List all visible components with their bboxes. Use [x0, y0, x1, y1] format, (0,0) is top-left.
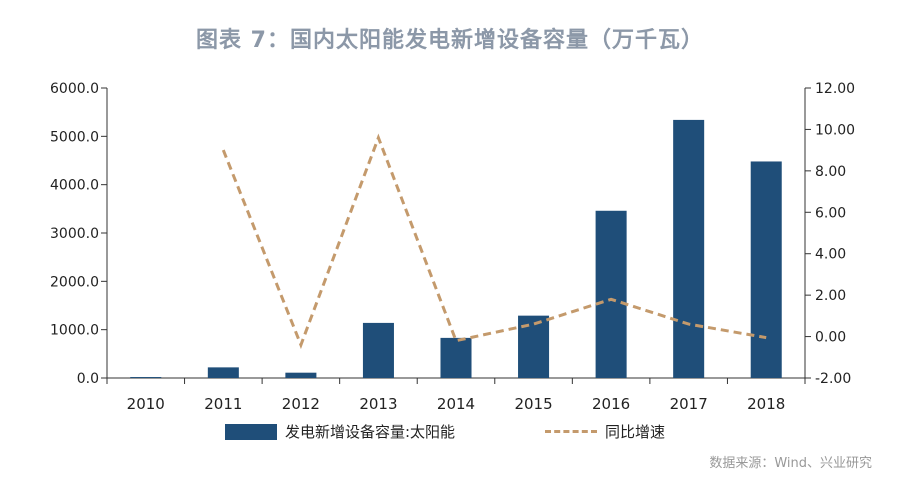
- legend-item-line: 同比增速: [545, 421, 665, 442]
- bar: [440, 337, 472, 378]
- line-series: [221, 133, 767, 350]
- bar: [750, 161, 782, 378]
- chart-title: 图表 7：国内太阳能发电新增设备容量（万千瓦）: [196, 28, 704, 53]
- left-tick-label: 6000.0: [50, 81, 99, 97]
- x-tick-label: 2015: [514, 395, 552, 413]
- x-tick-label: 2014: [437, 395, 475, 413]
- left-tick-label: 1000.0: [50, 323, 99, 339]
- left-y-axis: 0.0 1000.0 2000.0 3000.0 4000.0 5000.0 6000.0: [50, 81, 108, 387]
- left-tick-label: 2000.0: [50, 274, 99, 290]
- x-tick-label: 2010: [127, 395, 165, 413]
- legend-label-bar: 发电新增设备容量:太阳能: [285, 423, 456, 441]
- bar: [130, 377, 162, 378]
- x-tick-label: 2016: [592, 395, 630, 413]
- right-tick-label: 10.00: [815, 122, 855, 138]
- right-tick-label: -2.00: [815, 371, 851, 387]
- right-tick-label: 0.00: [815, 330, 846, 346]
- right-tick-label: 12.00: [815, 81, 855, 97]
- legend-label-line: 同比增速: [605, 423, 666, 441]
- x-tick-label: 2011: [204, 395, 242, 413]
- right-tick-label: 4.00: [815, 247, 846, 263]
- data-source: 数据来源：Wind、兴业研究: [709, 456, 872, 471]
- right-y-axis: -2.00 0.00 2.00 4.00 6.00 8.00 10.00 12.00: [804, 81, 855, 387]
- legend-item-bar: 发电新增设备容量:太阳能: [225, 421, 455, 442]
- left-tick-label: 5000.0: [50, 129, 99, 145]
- bar: [362, 322, 394, 378]
- legend-swatch-bar: [225, 423, 277, 440]
- legend-swatch-line: [545, 430, 597, 433]
- x-tick-label: 2012: [282, 395, 320, 413]
- bar-series: [130, 119, 782, 379]
- x-tick-label: 2018: [747, 395, 785, 413]
- left-tick-label: 4000.0: [50, 178, 99, 194]
- x-axis: 2010 2011 2012 2013 2014 2015 2016 2017 2018: [106, 377, 806, 413]
- bar: [207, 367, 239, 378]
- right-tick-label: 8.00: [815, 164, 846, 180]
- x-tick-label: 2013: [359, 395, 397, 413]
- chart-plot: 0.01000.02000.03000.04000.05000.06000.0 …: [50, 81, 855, 413]
- legend: 发电新增设备容量:太阳能 同比增速: [0, 421, 900, 445]
- right-tick-label: 6.00: [815, 205, 846, 221]
- bar: [673, 119, 705, 379]
- bar: [285, 372, 317, 378]
- bar: [595, 210, 627, 378]
- right-tick-label: 2.00: [815, 288, 846, 304]
- growth-line: [221, 133, 767, 350]
- left-tick-label: 3000.0: [50, 226, 99, 242]
- left-tick-label: 0.0: [77, 371, 99, 387]
- x-tick-label: 2017: [670, 395, 708, 413]
